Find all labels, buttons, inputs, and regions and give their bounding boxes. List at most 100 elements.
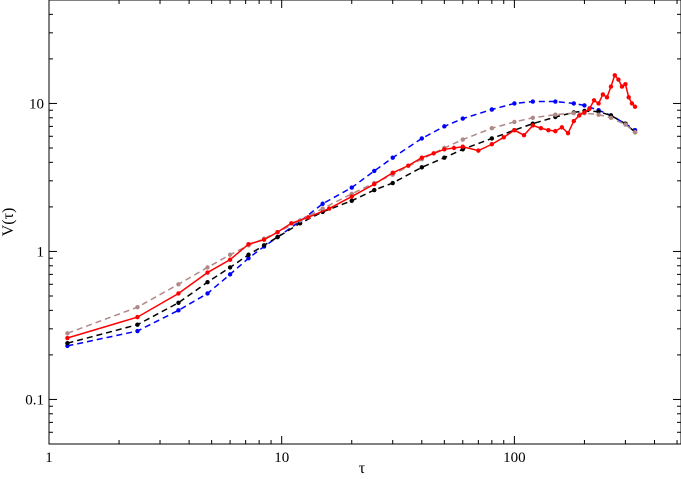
data-point (577, 113, 582, 118)
data-point (460, 137, 465, 142)
data-point (246, 252, 251, 257)
data-point (289, 221, 294, 226)
data-point (530, 115, 536, 120)
data-point (349, 185, 354, 190)
x-tick-label: 1 (45, 450, 53, 466)
data-point (619, 84, 625, 89)
data-point (626, 95, 631, 100)
data-point (571, 101, 576, 106)
data-point (227, 272, 233, 277)
data-point (604, 95, 610, 100)
data-point (442, 155, 447, 160)
data-point (261, 243, 267, 248)
data-point (227, 257, 233, 262)
series-2 (65, 110, 638, 336)
ticks (48, 0, 681, 445)
data-point (349, 194, 354, 199)
data-point (135, 305, 140, 310)
data-point (553, 128, 558, 134)
data-point (632, 129, 638, 135)
data-point (176, 308, 181, 313)
data-point (460, 116, 465, 121)
data-point (261, 237, 267, 242)
data-point (608, 84, 614, 89)
series-3 (65, 73, 638, 341)
data-point (530, 123, 536, 128)
data-point (538, 126, 544, 131)
data-point (205, 270, 210, 275)
series-0 (65, 99, 638, 349)
data-point (460, 144, 465, 149)
data-point (176, 282, 181, 287)
data-point (632, 104, 638, 109)
data-point (135, 328, 140, 334)
x-tick-label: 100 (503, 450, 526, 466)
data-point (596, 101, 601, 106)
data-point (489, 107, 495, 112)
data-point (326, 206, 332, 211)
data-point (205, 291, 210, 296)
data-point (521, 133, 527, 138)
data-point (623, 122, 628, 127)
data-point (600, 92, 606, 97)
data-point (530, 99, 536, 104)
data-point (419, 165, 424, 170)
plot-frame (48, 0, 681, 445)
data-point (442, 124, 447, 129)
data-point (451, 145, 457, 151)
data-point (135, 322, 140, 327)
series-layer (65, 73, 638, 349)
data-point (390, 170, 395, 175)
data-point (275, 229, 280, 235)
data-point (571, 110, 576, 116)
data-point (489, 136, 495, 141)
x-axis-label: τ (359, 460, 366, 477)
data-point (501, 135, 506, 140)
data-point (489, 142, 495, 147)
data-point (419, 155, 424, 160)
data-point (571, 118, 576, 124)
data-point (372, 187, 377, 193)
data-point (227, 252, 233, 257)
y-tick-label: 0.1 (25, 392, 44, 408)
y-axis-label: V(τ) (0, 208, 17, 237)
data-point (559, 125, 565, 130)
data-point (582, 103, 587, 108)
data-point (553, 112, 558, 117)
data-point (246, 256, 251, 261)
data-point (512, 127, 517, 133)
tick-labels: 1 10 100 0.1 1 10 (25, 96, 525, 466)
data-point (390, 155, 395, 160)
series-line (67, 110, 636, 344)
data-point (65, 340, 70, 346)
data-point (320, 201, 325, 206)
data-point (546, 127, 551, 133)
data-point (372, 168, 377, 174)
data-point (442, 147, 447, 152)
data-point (275, 234, 280, 240)
data-point (587, 106, 592, 112)
data-point (372, 181, 377, 187)
data-point (512, 119, 517, 125)
data-point (135, 314, 140, 320)
data-point (65, 335, 70, 341)
y-tick-label: 1 (37, 244, 45, 260)
x-tick-label: 10 (274, 450, 289, 466)
data-point (629, 101, 635, 106)
data-point (390, 180, 395, 186)
data-point (565, 130, 571, 136)
data-point (65, 331, 70, 336)
data-point (431, 151, 436, 156)
data-point (246, 241, 251, 247)
data-point (608, 115, 614, 120)
data-point (476, 148, 481, 153)
data-point (623, 81, 628, 87)
data-point (489, 126, 495, 131)
data-point (553, 99, 558, 104)
data-point (582, 110, 587, 115)
data-point (176, 300, 181, 305)
data-point (612, 73, 617, 78)
data-point (406, 163, 411, 168)
data-point (596, 112, 601, 117)
